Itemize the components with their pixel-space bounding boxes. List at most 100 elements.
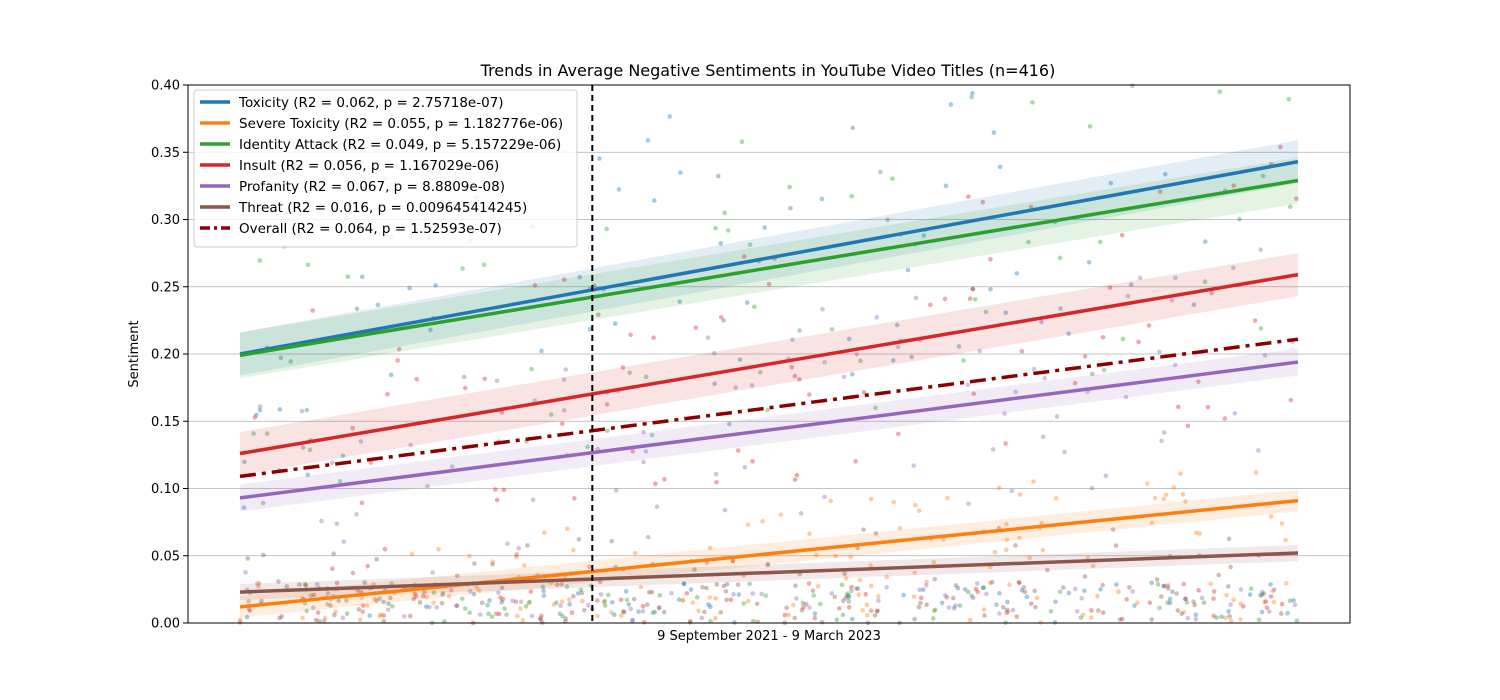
scatter-point: [368, 460, 374, 465]
scatter-point: [246, 607, 252, 612]
scatter-point: [955, 585, 961, 591]
scatter-point: [1026, 239, 1031, 245]
scatter-point: [688, 587, 694, 592]
scatter-point: [1119, 616, 1125, 622]
scatter-point: [1161, 583, 1167, 589]
scatter-point: [661, 609, 667, 615]
scatter-point: [367, 613, 372, 618]
scatter-point: [1135, 600, 1140, 605]
scatter-point: [1048, 609, 1054, 614]
scatter-point: [1156, 349, 1162, 355]
scatter-point: [557, 611, 563, 617]
scatter-point: [523, 604, 529, 609]
scatter-point: [313, 617, 319, 623]
scatter-point: [1232, 411, 1238, 416]
scatter-point: [499, 585, 505, 591]
scatter-point: [514, 552, 520, 557]
scatter-point: [276, 579, 281, 584]
scatter-point: [1170, 589, 1175, 595]
scatter-point: [539, 348, 544, 354]
scatter-point: [563, 367, 569, 372]
scatter-point: [472, 561, 477, 566]
scatter-point: [359, 500, 365, 506]
scatter-point: [657, 592, 663, 598]
scatter-point: [815, 583, 821, 589]
scatter-point: [1230, 265, 1236, 271]
scatter-point: [567, 602, 572, 607]
scatter-point: [1285, 610, 1290, 616]
scatter-point: [752, 304, 757, 310]
scatter-point: [1002, 411, 1008, 416]
scatter-point: [1017, 535, 1022, 541]
scatter-point: [1098, 587, 1103, 592]
scatter-point: [1149, 580, 1154, 586]
legend: Toxicity (R2 = 0.062, p = 2.75718e-07) Se…: [193, 89, 578, 248]
scatter-point: [1022, 589, 1028, 595]
scatter-point: [946, 605, 952, 610]
scatter-point: [1238, 587, 1244, 592]
scatter-point: [433, 283, 438, 288]
scatter-point: [496, 590, 501, 595]
scatter-point: [788, 205, 793, 211]
scatter-point: [604, 402, 610, 407]
scatter-point: [319, 518, 324, 524]
scatter-point: [1194, 530, 1199, 536]
scatter-point: [1286, 96, 1292, 102]
scatter-point: [645, 534, 651, 540]
y-tick-label: 0.05: [151, 549, 180, 564]
scatter-point: [1287, 204, 1293, 209]
scatter-point: [518, 606, 523, 611]
scatter-point: [1209, 290, 1214, 296]
scatter-point: [1006, 608, 1011, 614]
scatter-point: [277, 407, 283, 412]
scatter-point: [790, 337, 795, 342]
scatter-point: [487, 598, 492, 603]
scatter-point: [706, 602, 711, 607]
scatter-point: [424, 604, 429, 609]
scatter-point: [868, 496, 874, 502]
scatter-point: [784, 605, 789, 611]
scatter-point: [1260, 173, 1266, 179]
scatter-point: [356, 607, 362, 612]
scatter-point: [374, 598, 379, 603]
scatter-point: [1108, 180, 1114, 186]
scatter-point: [932, 607, 938, 613]
scatter-point: [939, 600, 945, 606]
scatter-point: [1268, 582, 1273, 587]
scatter-point: [742, 464, 748, 470]
scatter-point: [778, 512, 784, 517]
scatter-point: [597, 156, 602, 161]
scatter-point: [329, 460, 335, 465]
scatter-point: [413, 594, 419, 599]
scatter-point: [390, 604, 395, 609]
scatter-point: [630, 617, 635, 623]
scatter-point: [1228, 602, 1233, 608]
scatter-point: [279, 613, 285, 619]
scatter-point: [782, 612, 788, 618]
scatter-point: [846, 595, 852, 600]
scatter-point: [482, 376, 488, 382]
scatter-point: [605, 592, 611, 598]
scatter-point: [841, 374, 847, 380]
legend-entry: Overall (R2 = 0.064, p = 1.52593e-07): [239, 221, 502, 237]
scatter-point: [575, 591, 581, 596]
scatter-point: [1130, 83, 1135, 88]
scatter-point: [766, 281, 772, 287]
scatter-point: [988, 580, 993, 586]
scatter-point: [931, 560, 937, 565]
scatter-point: [1181, 581, 1187, 587]
scatter-point: [359, 274, 365, 280]
scatter-point: [681, 581, 687, 586]
scatter-point: [1066, 590, 1072, 596]
scatter-point: [918, 595, 924, 601]
scatter-point: [1031, 479, 1036, 484]
scatter-point: [616, 187, 622, 192]
scatter-point: [541, 588, 546, 594]
scatter-point: [1120, 336, 1126, 342]
scatter-point: [1116, 589, 1121, 595]
scatter-point: [1191, 599, 1196, 604]
scatter-point: [454, 603, 460, 608]
scatter-point: [374, 556, 379, 562]
scatter-point: [350, 425, 355, 431]
legend-entry: Threat (R2 = 0.016, p = 0.009645414245): [238, 200, 527, 216]
